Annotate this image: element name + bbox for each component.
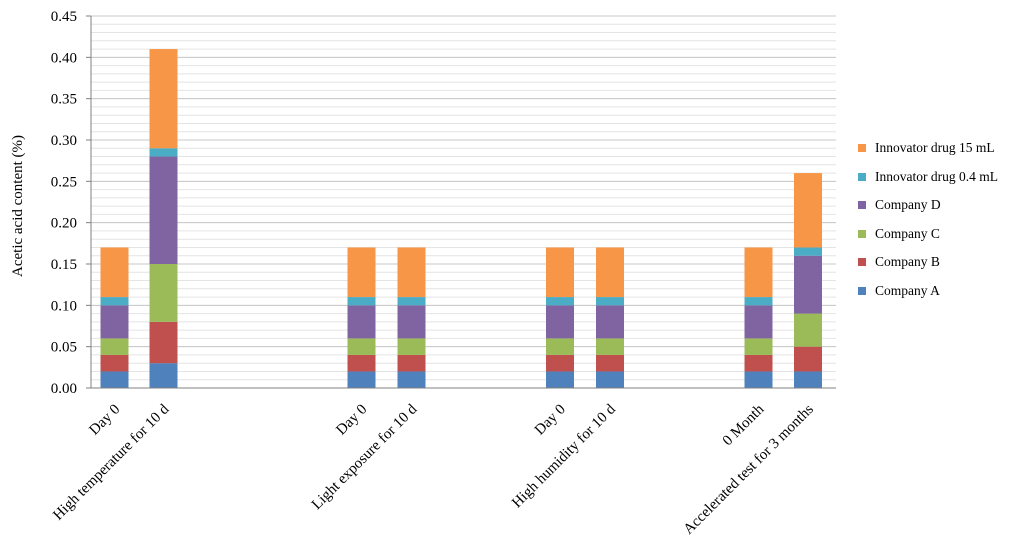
x-category-label: 0 Month [720, 401, 768, 449]
bar-segment [794, 313, 822, 347]
legend-label: Company C [875, 225, 940, 241]
bar-segment [596, 305, 624, 339]
bar-segment [794, 247, 822, 256]
bar-segment [100, 305, 129, 339]
bar-segment [397, 354, 426, 372]
legend-label: Innovator drug 0.4 mL [875, 168, 998, 184]
bar-segment [794, 346, 822, 372]
legend-swatch [858, 201, 866, 210]
legend-label: Innovator drug 15 mL [875, 140, 995, 156]
y-tick-label: 0.25 [51, 174, 77, 190]
y-tick-label: 0.40 [51, 50, 77, 66]
bar-segment [149, 148, 178, 157]
bar-segment [347, 338, 376, 355]
x-category-label: Day 0 [333, 402, 370, 439]
legend-swatch [858, 258, 866, 267]
bar-segment [744, 297, 773, 306]
bar-segment [347, 354, 376, 372]
bar-segment [744, 305, 773, 339]
bar-segment [794, 371, 822, 388]
bar-segment [397, 371, 426, 388]
legend-item: Company D [858, 191, 998, 220]
bar-segment [149, 363, 178, 388]
legend-item: Innovator drug 0.4 mL [858, 163, 998, 192]
y-tick-label: 0.20 [51, 216, 77, 232]
bar-segment [596, 297, 624, 306]
bar-segment [546, 338, 574, 355]
bar-segment [596, 354, 624, 372]
bar-segment [596, 247, 624, 298]
y-axis-title: Acetic acid content (%) [10, 135, 26, 277]
legend: Innovator drug 15 mL Innovator drug 0.4 m… [858, 134, 998, 305]
bar-segment [744, 371, 773, 388]
bar-segment [546, 247, 574, 298]
bar-segment [100, 297, 129, 306]
bar-segment [100, 371, 129, 388]
legend-item: Company A [858, 277, 998, 306]
legend-label: Company B [875, 254, 940, 270]
bar-segment [546, 354, 574, 372]
legend-swatch [858, 286, 866, 295]
y-tick-label: 0.30 [51, 133, 77, 149]
y-tick-label: 0.45 [51, 9, 77, 25]
bar-segment [794, 255, 822, 314]
bar-segment [347, 305, 376, 339]
bar-segment [100, 338, 129, 355]
legend-swatch [858, 229, 866, 238]
bar-segment [397, 247, 426, 298]
y-tick-label: 0.15 [51, 257, 77, 273]
legend-label: Company D [875, 197, 941, 213]
bar-segment [546, 297, 574, 306]
legend-swatch [858, 144, 866, 153]
legend-item: Company C [858, 220, 998, 249]
y-tick-label: 0.10 [51, 298, 77, 314]
x-category-label: Day 0 [86, 402, 123, 439]
bar-segment [149, 321, 178, 364]
bar-segment [347, 371, 376, 388]
bar-segment [546, 305, 574, 339]
bar-segment [744, 338, 773, 355]
bar-segment [149, 49, 178, 149]
x-category-label: Day 0 [532, 402, 569, 439]
bar-segment [596, 338, 624, 355]
bar-segment [397, 338, 426, 355]
bar-segment [744, 247, 773, 298]
bar-segment [546, 371, 574, 388]
x-category-label: High humidity for 10 d [509, 401, 619, 511]
bar-segment [347, 297, 376, 306]
legend-item: Company B [858, 248, 998, 277]
legend-swatch [858, 172, 866, 181]
bar-segment [149, 264, 178, 322]
bar-segment [596, 371, 624, 388]
bar-segment [744, 354, 773, 372]
legend-label: Company A [875, 282, 940, 298]
bar-segment [794, 173, 822, 248]
bar-segment [149, 156, 178, 264]
bar-segment [397, 305, 426, 339]
y-tick-label: 0.05 [51, 340, 77, 356]
bar-segment [100, 247, 129, 298]
y-tick-label: 0.00 [51, 381, 77, 397]
y-tick-label: 0.35 [51, 92, 77, 108]
bar-segment [397, 297, 426, 306]
bar-segment [347, 247, 376, 298]
legend-item: Innovator drug 15 mL [858, 134, 998, 163]
bar-segment [100, 354, 129, 372]
